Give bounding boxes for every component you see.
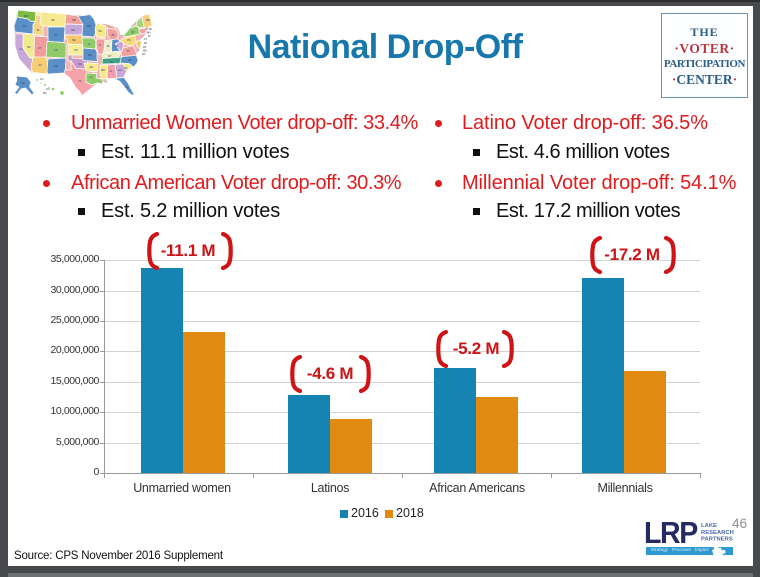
svg-text:DE: DE [143,46,147,49]
svg-text:WI: WI [98,30,101,33]
svg-text:MS: MS [101,69,105,72]
svg-text:VA: VA [126,50,129,53]
svg-text:OH: OH [114,45,118,48]
svg-text:ME: ME [146,19,150,22]
svg-text:ND: ND [72,19,76,22]
svg-text:SC: SC [124,67,128,70]
svg-text:AK: AK [21,82,25,85]
svg-text:ID: ID [37,29,40,32]
svg-text:MI: MI [112,34,115,37]
svg-text:MO: MO [88,54,92,57]
svg-text:OK: OK [78,63,82,66]
svg-text:AZ: AZ [38,64,42,67]
svg-text:IL: IL [99,44,102,47]
svg-text:VT NH: VT NH [145,28,152,31]
svg-text:DC: DC [142,53,146,56]
svg-text:FL: FL [125,86,129,89]
svg-text:KS: KS [74,49,78,52]
svg-text:TX: TX [78,80,82,83]
svg-text:NJ: NJ [144,42,148,45]
svg-text:NV: NV [27,46,31,49]
svg-text:PA: PA [127,39,130,42]
svg-text:MA: MA [147,32,151,35]
svg-text:MN: MN [87,25,91,28]
svg-text:GA: GA [118,69,122,72]
svg-text:NE: NE [72,39,76,42]
svg-text:AR: AR [89,66,93,69]
svg-text:KA: KA [40,78,44,81]
svg-text:NY: NY [131,31,135,34]
svg-text:MD: MD [143,50,147,53]
svg-text:NM: NM [54,65,58,68]
svg-text:OA: OA [46,88,50,91]
svg-text:SD: SD [71,29,75,32]
svg-text:LA: LA [89,76,93,79]
svg-text:CA: CA [19,48,23,51]
svg-text:IA: IA [88,43,91,46]
svg-text:WY: WY [54,34,58,37]
svg-text:TN: TN [109,61,113,64]
svg-text:WA: WA [24,15,28,18]
svg-text:CT: CT [144,38,148,41]
svg-text:RI: RI [148,35,151,38]
svg-text:CO: CO [54,49,58,52]
svg-text:MT: MT [51,19,55,22]
svg-text:IN: IN [107,45,110,48]
svg-text:AL: AL [109,70,113,73]
svg-text:UT: UT [38,47,42,50]
svg-text:MA: MA [43,92,47,95]
svg-text:OR: OR [22,25,26,28]
svg-text:NC: NC [128,59,132,62]
svg-text:KY: KY [108,55,112,58]
